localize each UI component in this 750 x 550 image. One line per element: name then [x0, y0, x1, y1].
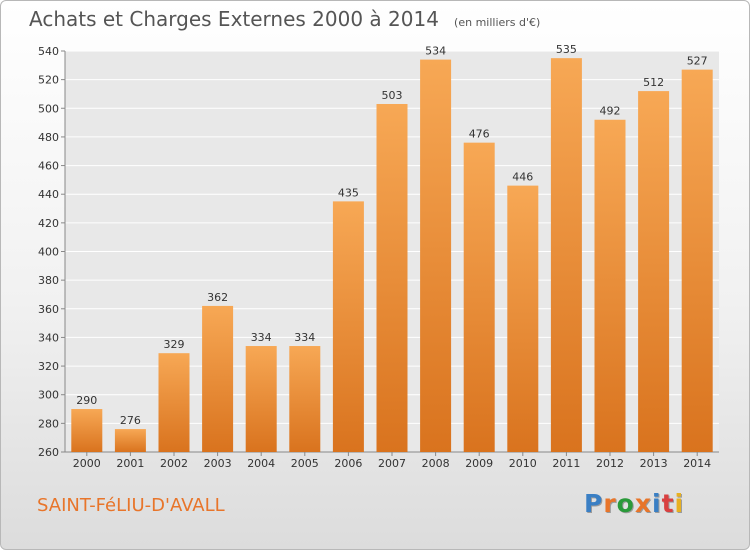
- bar: [332, 201, 364, 452]
- y-tick-label: 380: [38, 274, 59, 287]
- y-tick-label: 440: [38, 188, 59, 201]
- x-tick-label: 2003: [204, 457, 232, 470]
- bar: [114, 429, 146, 452]
- data-label: 276: [120, 414, 141, 427]
- bar: [376, 103, 408, 452]
- data-label: 476: [469, 128, 490, 141]
- data-label: 527: [687, 55, 708, 68]
- bar: [71, 409, 103, 452]
- y-tick-label: 360: [38, 303, 59, 316]
- data-label: 446: [512, 171, 533, 184]
- chart-title: Achats et Charges Externes 2000 à 2014: [29, 7, 439, 31]
- bar: [289, 346, 321, 452]
- title-row: Achats et Charges Externes 2000 à 2014 (…: [29, 7, 540, 31]
- x-tick-label: 2004: [247, 457, 275, 470]
- y-tick-label: 540: [38, 45, 59, 58]
- data-label: 362: [207, 291, 228, 304]
- x-tick-label: 2000: [73, 457, 101, 470]
- bar: [245, 346, 277, 452]
- x-tick-label: 2002: [160, 457, 188, 470]
- data-label: 435: [338, 186, 359, 199]
- y-tick-label: 460: [38, 160, 59, 173]
- data-label: 503: [382, 89, 403, 102]
- proxiti-logo: Proxiti: [584, 489, 685, 518]
- y-tick-label: 500: [38, 102, 59, 115]
- x-tick-label: 2013: [640, 457, 668, 470]
- data-label: 334: [294, 331, 315, 344]
- data-label: 334: [251, 331, 272, 344]
- x-tick-label: 2009: [465, 457, 493, 470]
- data-label: 492: [600, 105, 621, 118]
- data-label: 329: [164, 338, 185, 351]
- y-tick-label: 520: [38, 74, 59, 87]
- x-tick-label: 2011: [552, 457, 580, 470]
- y-tick-label: 420: [38, 217, 59, 230]
- y-tick-label: 260: [38, 446, 59, 459]
- commune-name: SAINT-FéLIU-D'AVALL: [37, 495, 225, 516]
- bar: [202, 305, 234, 452]
- bar: [594, 119, 626, 452]
- data-label: 512: [643, 76, 664, 89]
- y-tick-label: 280: [38, 417, 59, 430]
- x-tick-label: 2005: [291, 457, 319, 470]
- data-label: 290: [76, 394, 97, 407]
- x-tick-label: 2010: [509, 457, 537, 470]
- y-tick-label: 400: [38, 246, 59, 259]
- chart-subtitle: (en milliers d'€): [454, 16, 541, 29]
- data-label: 535: [556, 43, 577, 56]
- x-tick-label: 2006: [334, 457, 362, 470]
- x-tick-label: 2012: [596, 457, 624, 470]
- bar: [507, 185, 539, 452]
- bar: [420, 59, 452, 452]
- y-tick-label: 320: [38, 360, 59, 373]
- bar: [463, 142, 495, 452]
- bar: [638, 91, 670, 452]
- x-tick-label: 2008: [422, 457, 450, 470]
- y-tick-label: 300: [38, 389, 59, 402]
- bar: [550, 58, 582, 453]
- x-tick-label: 2007: [378, 457, 406, 470]
- bar: [158, 353, 190, 452]
- bar: [681, 69, 713, 452]
- x-tick-label: 2001: [116, 457, 144, 470]
- data-label: 534: [425, 45, 446, 58]
- x-tick-label: 2014: [683, 457, 711, 470]
- y-tick-label: 340: [38, 331, 59, 344]
- y-tick-label: 480: [38, 131, 59, 144]
